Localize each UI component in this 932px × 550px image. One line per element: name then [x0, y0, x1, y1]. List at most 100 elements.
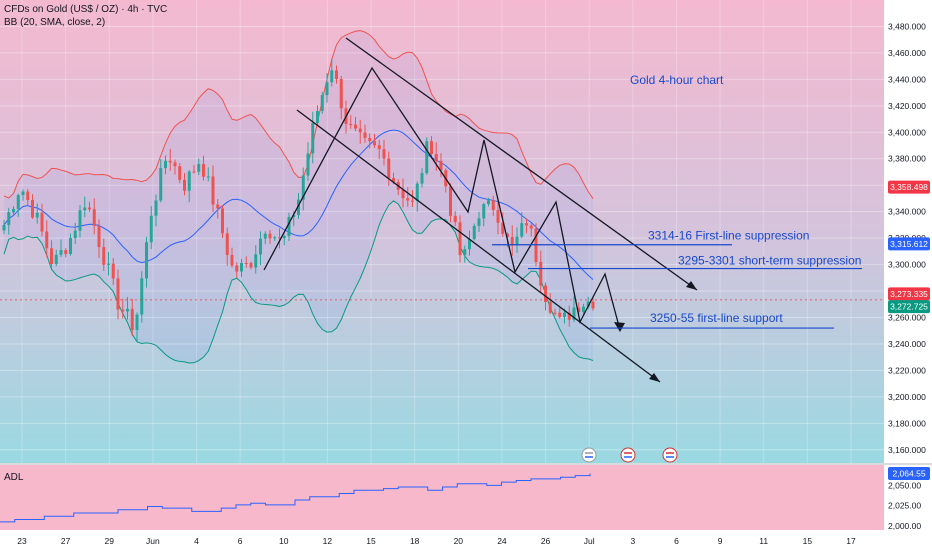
candle-body	[197, 164, 201, 172]
candle-body	[116, 278, 120, 310]
candle-body	[78, 210, 82, 231]
candle-body	[306, 153, 310, 176]
channel-lower-arrowhead	[649, 373, 660, 382]
candle-body	[230, 254, 234, 266]
channel-lower-line	[296, 109, 661, 383]
x-tick-label: 17	[846, 536, 856, 546]
x-tick-label: 23	[17, 536, 27, 546]
candle-body	[335, 70, 338, 80]
candle-body	[263, 233, 267, 239]
candle-body	[35, 212, 39, 218]
candle-body	[102, 247, 106, 265]
price-badge-lower-band	[888, 300, 930, 314]
candle-body	[506, 233, 509, 238]
candle-body	[16, 195, 20, 209]
indicator-legend: BB (20, SMA, close, 2)	[4, 17, 106, 28]
y-tick-label: 3,180.000	[888, 418, 926, 428]
price-badge-label: 3,273.335	[890, 289, 928, 299]
candle-body	[563, 312, 566, 317]
x-tick-label: 6	[238, 536, 243, 546]
y-tick-label: 3,420.000	[888, 101, 926, 111]
candle-body	[316, 111, 319, 124]
candle-body	[254, 254, 258, 268]
candle-body	[206, 176, 210, 178]
channel-upper-line	[345, 37, 698, 291]
candle-body	[64, 250, 68, 254]
x-tick-label: 27	[61, 536, 71, 546]
y-tick-label: 3,340.000	[888, 207, 926, 217]
x-tick-label: Jun	[146, 536, 160, 546]
y-tick-label: 3,160.000	[888, 445, 926, 455]
bb-upper-line	[3, 30, 594, 199]
price-badge-upper-band	[888, 180, 930, 194]
candle-body	[368, 138, 372, 142]
candle-body	[249, 263, 253, 268]
candle-body	[107, 263, 110, 265]
candle-body	[401, 189, 405, 199]
candle-body	[12, 208, 15, 213]
candle-body	[311, 123, 315, 154]
candle-body	[358, 128, 362, 133]
price-panel-background	[0, 0, 884, 463]
event-icon-flash-circle	[581, 447, 597, 463]
candle-body	[382, 149, 386, 159]
price-badge-label: 3,358.498	[890, 182, 928, 192]
candle-body	[2, 225, 6, 231]
candle-body	[553, 312, 557, 314]
candle-body	[406, 198, 410, 201]
candle-body	[45, 231, 49, 249]
y-tick-label: 3,380.000	[888, 154, 926, 164]
candle-body	[59, 250, 63, 255]
candle-body	[40, 212, 44, 232]
y-tick-label: 3,200.000	[888, 392, 926, 402]
candle-body	[69, 238, 72, 254]
channel-upper-arrowhead	[686, 281, 697, 290]
x-tick-label: 15	[366, 536, 376, 546]
y-tick-label: 3,460.000	[888, 48, 926, 58]
candle-body	[434, 154, 438, 161]
candle-body	[240, 262, 243, 272]
x-tick-label: 4	[194, 536, 199, 546]
candle-body	[121, 309, 125, 312]
adl-tick-label: 2,025.00	[888, 501, 921, 511]
candle-body	[202, 164, 205, 177]
candle-body	[515, 236, 519, 246]
candle-body	[420, 173, 424, 184]
candle-body	[320, 95, 324, 112]
price-badge-label: 3,315.612	[890, 239, 928, 249]
candle-body	[487, 200, 490, 205]
candle-body	[168, 160, 172, 163]
candle-body	[468, 239, 471, 250]
candle-body	[83, 207, 87, 211]
x-tick-label: 3	[630, 536, 635, 546]
candle-body	[539, 261, 543, 286]
x-tick-label: 29	[105, 536, 115, 546]
x-tick-label: 12	[323, 536, 333, 546]
candle-body	[282, 236, 286, 239]
candle-body	[582, 306, 585, 313]
candle-body	[126, 308, 129, 312]
y-tick-label: 3,220.000	[888, 365, 926, 375]
candle-body	[377, 145, 381, 150]
candle-body	[430, 141, 433, 155]
candle-body	[458, 222, 462, 256]
adl-line	[0, 473, 591, 523]
y-tick-label: 3,260.000	[888, 312, 926, 322]
candle-body	[192, 171, 196, 173]
candle-body	[392, 178, 395, 183]
candle-body	[297, 199, 300, 216]
x-tick-label: 18	[410, 536, 420, 546]
x-tick-label: 20	[454, 536, 464, 546]
symbol-title: CFDs on Gold (US$ / OZ) · 4h · TVC	[4, 4, 168, 15]
price-badge-label: 3,272.725	[890, 302, 928, 312]
x-tick-label: 9	[718, 536, 723, 546]
projection-arrowhead	[614, 322, 625, 332]
candle-body	[244, 262, 248, 264]
price-badge-basis	[888, 237, 930, 251]
adl-value-label: 2,064.55	[892, 468, 925, 478]
candle-body	[449, 186, 452, 216]
bb-lower-line	[3, 200, 594, 364]
y-tick-label: 3,240.000	[888, 339, 926, 349]
candle-body	[330, 70, 334, 83]
